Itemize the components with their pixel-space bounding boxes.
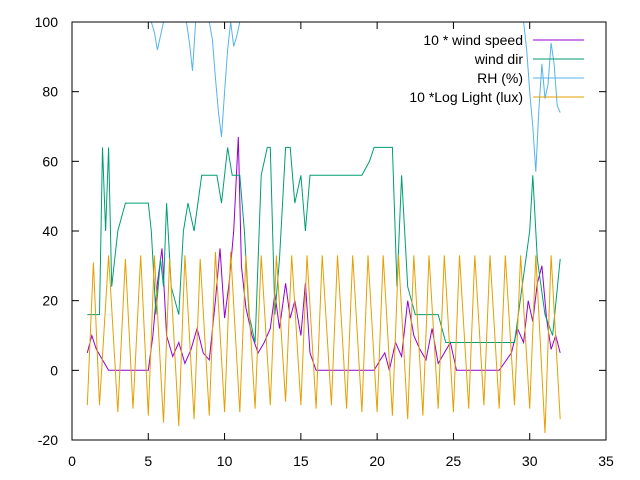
y-tick-label: 80: [42, 84, 58, 100]
x-tick-label: 5: [144, 453, 152, 469]
y-tick-label: 40: [42, 223, 58, 239]
x-tick-label: 20: [369, 453, 385, 469]
series-line-3: [86, 251, 561, 434]
x-tick-label: 10: [217, 453, 233, 469]
series-line-0: [86, 136, 561, 371]
axes-layer: 0 5 10 15 20 25 30 35 -20 0 20 40 60 80 100: [35, 14, 614, 469]
x-tick-label: 30: [522, 453, 538, 469]
y-tick-label: 20: [42, 293, 58, 309]
x-tick-label: 25: [446, 453, 462, 469]
x-tick-label: 0: [68, 453, 76, 469]
legend-label: wind dir: [474, 51, 524, 67]
x-tick-label: 15: [293, 453, 309, 469]
legend: 10 * wind speed wind dir RH (%) 10 *Log Lig…: [409, 32, 584, 105]
y-tick-label: -20: [38, 432, 58, 448]
x-tick-label: 35: [598, 453, 614, 469]
legend-label: 10 *Log Light (lux): [409, 89, 523, 105]
y-tick-label: 0: [50, 362, 58, 378]
y-tick-label: 60: [42, 153, 58, 169]
legend-label: 10 * wind speed: [423, 32, 523, 48]
legend-label: RH (%): [477, 70, 523, 86]
y-tick-label: 100: [35, 14, 59, 30]
